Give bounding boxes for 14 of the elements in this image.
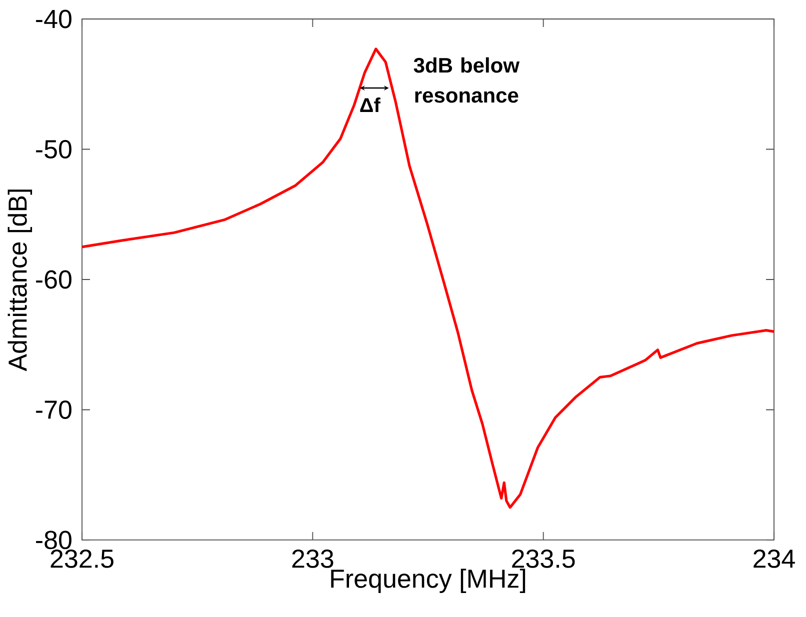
annotation: 3dB below resonance: [414, 57, 520, 103]
y-tick-label: -60: [36, 270, 72, 289]
y-tick-label: -40: [36, 10, 72, 28]
x-tick-label: 232.5: [50, 550, 114, 568]
x-tick-label: 233.5: [512, 550, 575, 568]
y-tick-label: -80: [36, 530, 72, 550]
x-tick-label: 233: [292, 550, 334, 568]
x-tick-label: 234: [754, 550, 795, 568]
annotation: Δf: [360, 98, 380, 112]
y-axis-title: Admittance [dB]: [8, 190, 32, 372]
line-series: [80, 48, 776, 509]
y-tick-label: -70: [36, 400, 72, 419]
y-tick-label: -50: [36, 140, 72, 158]
x-axis-title: Frequency [MHz]: [331, 568, 526, 594]
